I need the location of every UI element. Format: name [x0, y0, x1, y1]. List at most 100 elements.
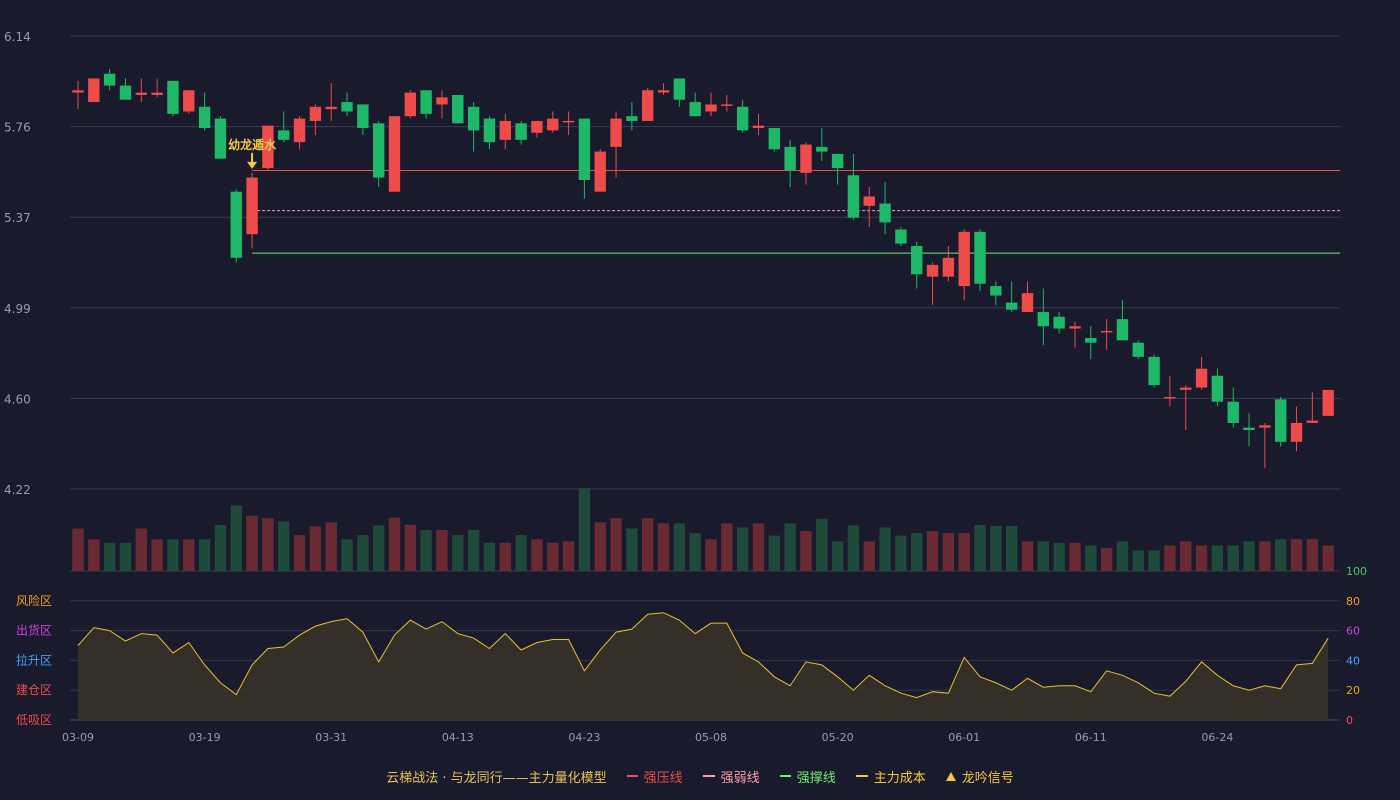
signal-label: 幼龙遁水 [228, 137, 277, 152]
candle [705, 92, 717, 117]
candle [467, 102, 480, 152]
candle-body [388, 116, 401, 192]
candle [246, 172, 258, 249]
candle [911, 241, 923, 289]
candle [800, 142, 812, 185]
volume-bar [1227, 545, 1239, 571]
candle-body [990, 286, 1002, 296]
volume-bar [341, 539, 353, 571]
volume-bar [1069, 542, 1081, 571]
candle-body [72, 90, 84, 93]
candle-body [562, 120, 575, 123]
candle-body [357, 104, 369, 129]
candle [230, 189, 242, 263]
candle-body [1180, 387, 1192, 390]
legend-item-strong-support[interactable]: 强撑线 [779, 767, 836, 786]
candle-body [1053, 316, 1065, 329]
volume-bar [183, 539, 195, 571]
oscillator-line [77, 612, 1329, 699]
volume-bar [357, 535, 369, 571]
date-tick-label: 06-11 [1075, 731, 1107, 744]
date-tick-label: 04-13 [442, 731, 474, 744]
volume-bar [467, 530, 480, 571]
legend-item-signal[interactable]: 龙吟信号 [945, 767, 1014, 786]
volume-bar [452, 535, 464, 571]
legend-label: 强弱线 [720, 770, 760, 786]
candle-body [974, 231, 986, 284]
volume-bar [119, 542, 132, 571]
candle [151, 78, 163, 98]
volume-bar [1306, 539, 1319, 571]
candle-body [1306, 420, 1319, 423]
candle [436, 90, 448, 119]
candle-body [436, 97, 448, 105]
legend-item-main-cost[interactable]: 主力成本 [855, 767, 926, 786]
candle [293, 116, 306, 150]
candle [895, 227, 907, 246]
volume-bar [499, 542, 511, 571]
volume-bar [246, 515, 258, 571]
arrow-down-icon [247, 161, 258, 169]
volume-bar [483, 542, 496, 571]
candle [357, 104, 369, 136]
candle [1116, 300, 1129, 341]
price-tick-label: 6.14 [4, 30, 31, 44]
support-resistance-lines [252, 169, 1340, 254]
candle-body [895, 229, 907, 244]
volume-bar [309, 526, 322, 571]
date-tick-label: 03-31 [315, 731, 347, 744]
candle [610, 111, 622, 178]
legend-item-strong-weak[interactable]: 强弱线 [702, 767, 760, 786]
volume-bar [1195, 545, 1208, 571]
candle [1005, 281, 1018, 313]
oscillator-tick-label: 20 [1346, 684, 1360, 697]
candle [721, 94, 733, 112]
candle [1148, 354, 1160, 388]
candle-body [1211, 375, 1224, 402]
oscillator-tick-label: 100 [1346, 565, 1367, 578]
candle-body [831, 153, 844, 169]
legend-title: 云梯战法 · 与龙同行——主力量化模型 [386, 770, 607, 786]
candle [198, 92, 211, 131]
candle [1053, 312, 1065, 334]
candle [483, 116, 496, 150]
volume-bar [879, 527, 891, 571]
volume-bar [784, 523, 796, 571]
candle-body [1259, 425, 1271, 428]
legend-swatch [702, 775, 715, 777]
volume-bar [230, 505, 242, 571]
candle-body [958, 231, 970, 287]
price-tick-label: 4.22 [4, 483, 31, 497]
candle [689, 92, 701, 117]
volume-bar [689, 533, 701, 571]
candle-body [1322, 389, 1334, 416]
volume-bar [1005, 525, 1018, 571]
volume-bar [1132, 550, 1144, 571]
volume-bar [657, 523, 670, 571]
candle-body [1243, 427, 1255, 431]
candle [1021, 281, 1034, 313]
candle [404, 90, 417, 119]
candle [768, 128, 780, 152]
candle-body [1116, 319, 1129, 341]
volume-bar [800, 531, 812, 571]
volume-bar [72, 528, 84, 571]
candle [167, 80, 179, 117]
candle-body [420, 90, 432, 114]
candle [531, 120, 543, 138]
volume-bar [1164, 545, 1176, 571]
legend-item-strong-resistance[interactable]: 强压线 [626, 767, 683, 786]
candle [1322, 389, 1334, 416]
candle-body [246, 177, 258, 235]
volume-bar [705, 539, 717, 571]
candle [372, 120, 385, 187]
candle-body [816, 146, 828, 152]
candle-body [278, 130, 290, 140]
candle-body [705, 104, 717, 112]
candle-body [800, 144, 812, 173]
candle [420, 90, 432, 119]
candles [72, 69, 1334, 468]
candle [958, 229, 970, 301]
candle-body [183, 90, 195, 112]
legend-label: 主力成本 [873, 770, 926, 786]
